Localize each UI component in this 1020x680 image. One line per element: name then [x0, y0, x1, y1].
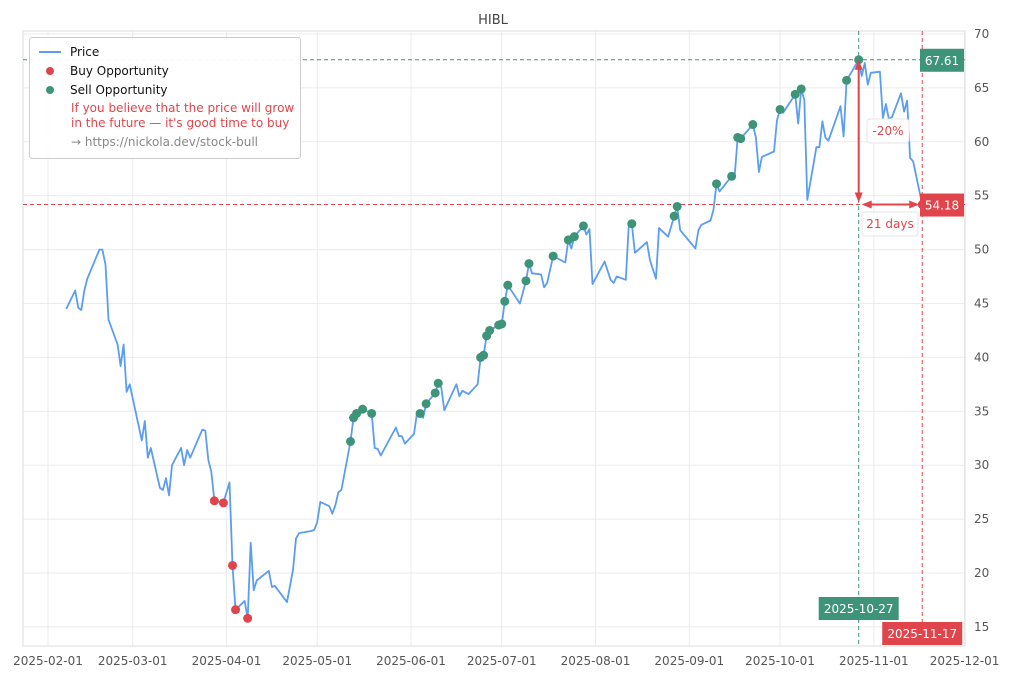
x-tick-label: 2025-11-01: [839, 654, 909, 668]
sell-point: [796, 84, 806, 94]
sell-point: [358, 404, 368, 414]
x-tick-label: 2025-08-01: [561, 654, 631, 668]
y-tick-label: 70: [974, 27, 989, 41]
low-date-tag-label: 2025-11-17: [887, 627, 957, 641]
x-tick-label: 2025-05-01: [282, 654, 352, 668]
sell-point: [430, 388, 440, 398]
y-tick-label: 55: [974, 189, 989, 203]
buy-dot-icon: [46, 67, 54, 75]
sell-point: [346, 436, 355, 446]
legend-item-sell: Sell Opportunity: [30, 82, 168, 98]
x-tick-label: 2025-06-01: [376, 654, 446, 668]
sell-point: [479, 350, 489, 360]
legend-label: Sell Opportunity: [70, 83, 168, 97]
price-line-icon: [39, 51, 61, 53]
change-label-box: [866, 118, 910, 144]
legend-label: Buy Opportunity: [70, 64, 169, 78]
buy-point: [243, 613, 253, 623]
high-date-tag: [818, 597, 899, 620]
sell-point: [790, 89, 800, 99]
x-tick-label: 2025-10-01: [745, 654, 815, 668]
sell-point: [736, 134, 746, 144]
low-price-tag: [920, 193, 964, 217]
sell-point: [415, 408, 425, 418]
legend-item-price: Price: [30, 44, 99, 60]
duration-label: 21 days: [866, 217, 913, 231]
buy-point: [218, 498, 228, 508]
sell-point: [500, 296, 510, 306]
x-tick-label: 2025-12-01: [930, 654, 1000, 668]
sell-point: [421, 399, 431, 409]
arrow-right-icon: [909, 200, 920, 209]
x-tick-label: 2025-07-01: [467, 654, 537, 668]
y-tick-label: 60: [974, 135, 989, 149]
sell-point: [842, 75, 852, 85]
sell-point: [485, 325, 495, 335]
y-tick-label: 35: [974, 404, 989, 418]
x-tick-label: 2025-03-01: [98, 654, 168, 668]
sell-point: [748, 120, 758, 130]
arrow-down-icon: [854, 192, 863, 203]
high-date-tag-label: 2025-10-27: [824, 602, 894, 616]
y-tick-label: 40: [974, 350, 989, 364]
low-price-tag-label: 54.18: [925, 199, 959, 213]
sell-point: [497, 319, 507, 329]
y-tick-label: 45: [974, 297, 989, 311]
duration-label-box: [861, 211, 919, 237]
sell-point: [627, 219, 637, 229]
sell-point: [712, 179, 722, 189]
arrow-up-icon: [854, 59, 863, 70]
legend-note-line1: If you believe that the price will grow: [71, 101, 295, 115]
buy-point: [209, 496, 219, 506]
legend-link[interactable]: → https://nickola.dev/stock-bull: [71, 135, 258, 149]
buy-point: [231, 605, 241, 615]
plot-frame: [22, 30, 966, 647]
x-tick-label: 2025-02-01: [13, 654, 83, 668]
buy-point: [228, 560, 238, 570]
legend-label: Price: [70, 45, 100, 59]
high-price-tag-label: 67.61: [925, 54, 959, 68]
sell-point: [521, 276, 531, 286]
sell-point: [433, 378, 443, 388]
sell-point: [578, 221, 588, 231]
sell-point: [503, 280, 513, 290]
sell-point: [548, 251, 558, 261]
y-tick-label: 65: [974, 81, 989, 95]
high-price-tag: [920, 48, 964, 72]
change-label: -20%: [872, 124, 903, 138]
sell-point: [727, 171, 737, 181]
low-date-tag: [882, 622, 963, 645]
x-tick-label: 2025-04-01: [192, 654, 262, 668]
arrow-left-icon: [861, 200, 872, 209]
y-tick-label: 20: [974, 566, 989, 580]
chart-title: HIBL: [478, 13, 509, 28]
sell-point: [775, 104, 785, 114]
sell-point: [569, 232, 579, 242]
sell-dot-icon: [46, 86, 54, 94]
sell-point: [367, 408, 377, 418]
y-tick-label: 25: [974, 512, 989, 526]
y-tick-label: 30: [974, 458, 989, 472]
x-tick-label: 2025-09-01: [654, 654, 724, 668]
legend-item-buy: Buy Opportunity: [30, 63, 169, 79]
sell-point: [669, 211, 679, 221]
legend-note-line2: in the future — it's good time to buy: [71, 116, 290, 130]
sell-point: [672, 201, 682, 211]
y-tick-label: 15: [974, 620, 989, 634]
y-tick-label: 50: [974, 243, 989, 257]
legend: Price Buy Opportunity Sell Opportunity I…: [29, 37, 301, 159]
sell-point: [524, 259, 534, 269]
